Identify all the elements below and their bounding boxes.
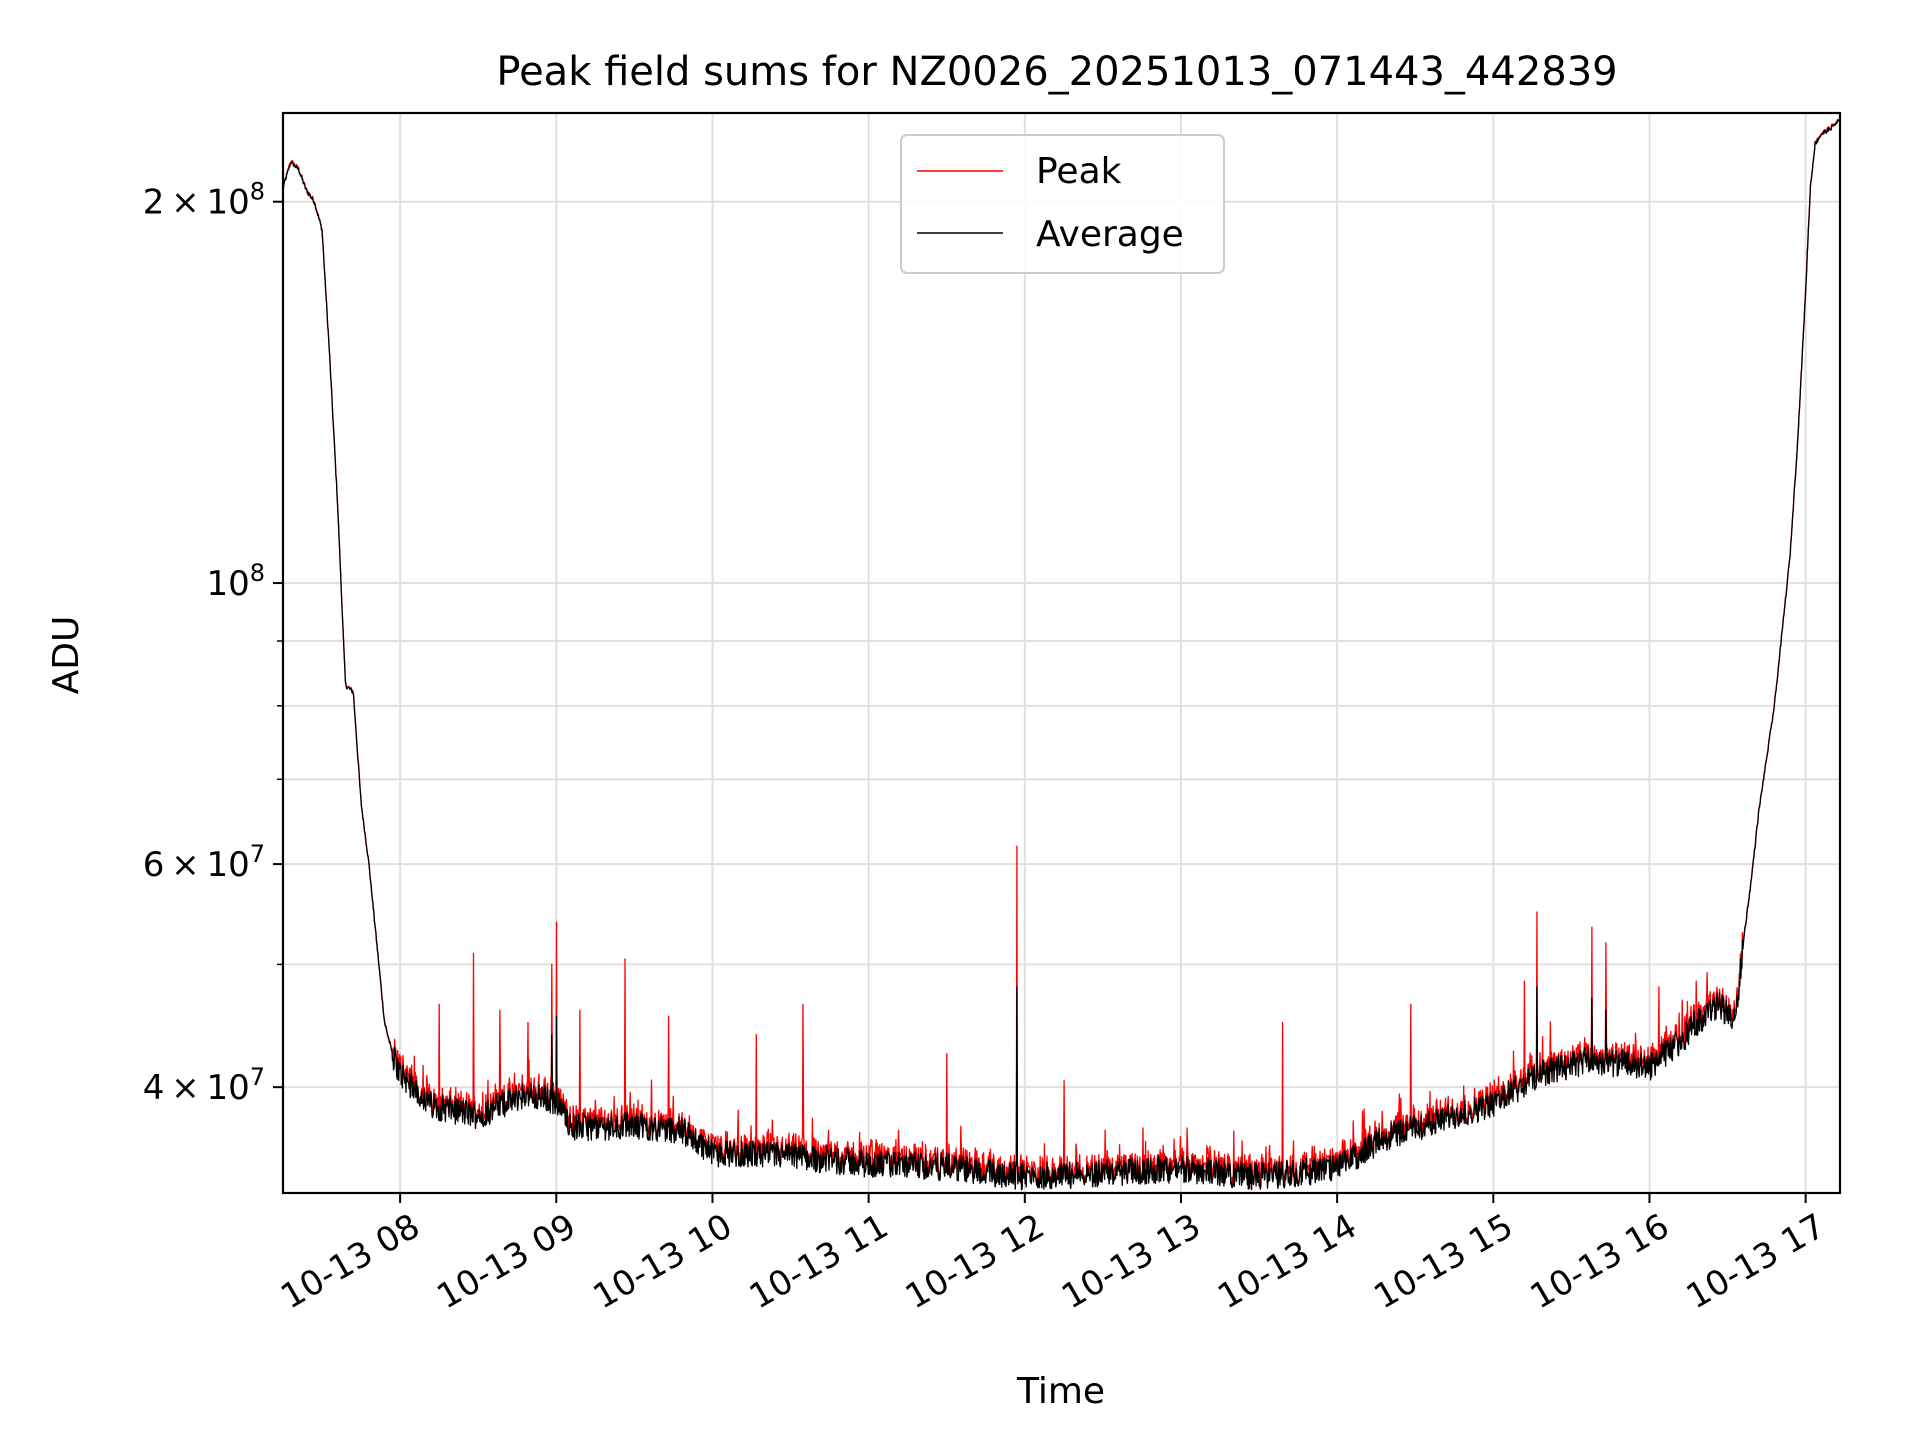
x-tick-label: 10-13 13 bbox=[1055, 1206, 1207, 1317]
y-tick-label: 4 × 107 bbox=[143, 1063, 265, 1108]
series-layer bbox=[283, 118, 1840, 1191]
x-tick-label: 10-13 08 bbox=[274, 1206, 426, 1317]
y-tick-label: 108 bbox=[206, 559, 265, 604]
y-tick-label: 2 × 108 bbox=[143, 178, 265, 223]
x-tick-label: 10-13 15 bbox=[1367, 1206, 1519, 1317]
x-tick-label: 10-13 14 bbox=[1211, 1206, 1363, 1317]
legend-box bbox=[900, 134, 1225, 274]
x-tick-label: 10-13 11 bbox=[743, 1206, 895, 1317]
plot-frame bbox=[281, 111, 1842, 1195]
x-tick-label: 10-13 09 bbox=[430, 1206, 582, 1317]
x-tick-label: 10-13 10 bbox=[587, 1206, 739, 1317]
x-tick-label: 10-13 16 bbox=[1524, 1206, 1676, 1317]
x-tick-label: 10-13 17 bbox=[1680, 1206, 1832, 1317]
x-axis-label: Time bbox=[1016, 1371, 1105, 1412]
chart-title: Peak field sums for NZ0026_20251013_0714… bbox=[496, 49, 1617, 95]
y-tick-label: 6 × 107 bbox=[143, 840, 265, 885]
legend: Peak Average bbox=[900, 134, 1225, 274]
legend-label-peak: Peak bbox=[1036, 151, 1122, 192]
y-axis-label: ADU bbox=[46, 616, 87, 695]
x-tick-label: 10-13 12 bbox=[899, 1206, 1051, 1317]
legend-label-average: Average bbox=[1036, 214, 1184, 255]
y-axis: 4 × 107 6 × 107 108 2 × 108 bbox=[143, 178, 283, 1108]
x-axis: 10-13 08 10-13 09 10-13 10 10-13 11 10-13 12… bbox=[274, 1193, 1832, 1317]
series-line-average bbox=[283, 119, 1840, 1191]
